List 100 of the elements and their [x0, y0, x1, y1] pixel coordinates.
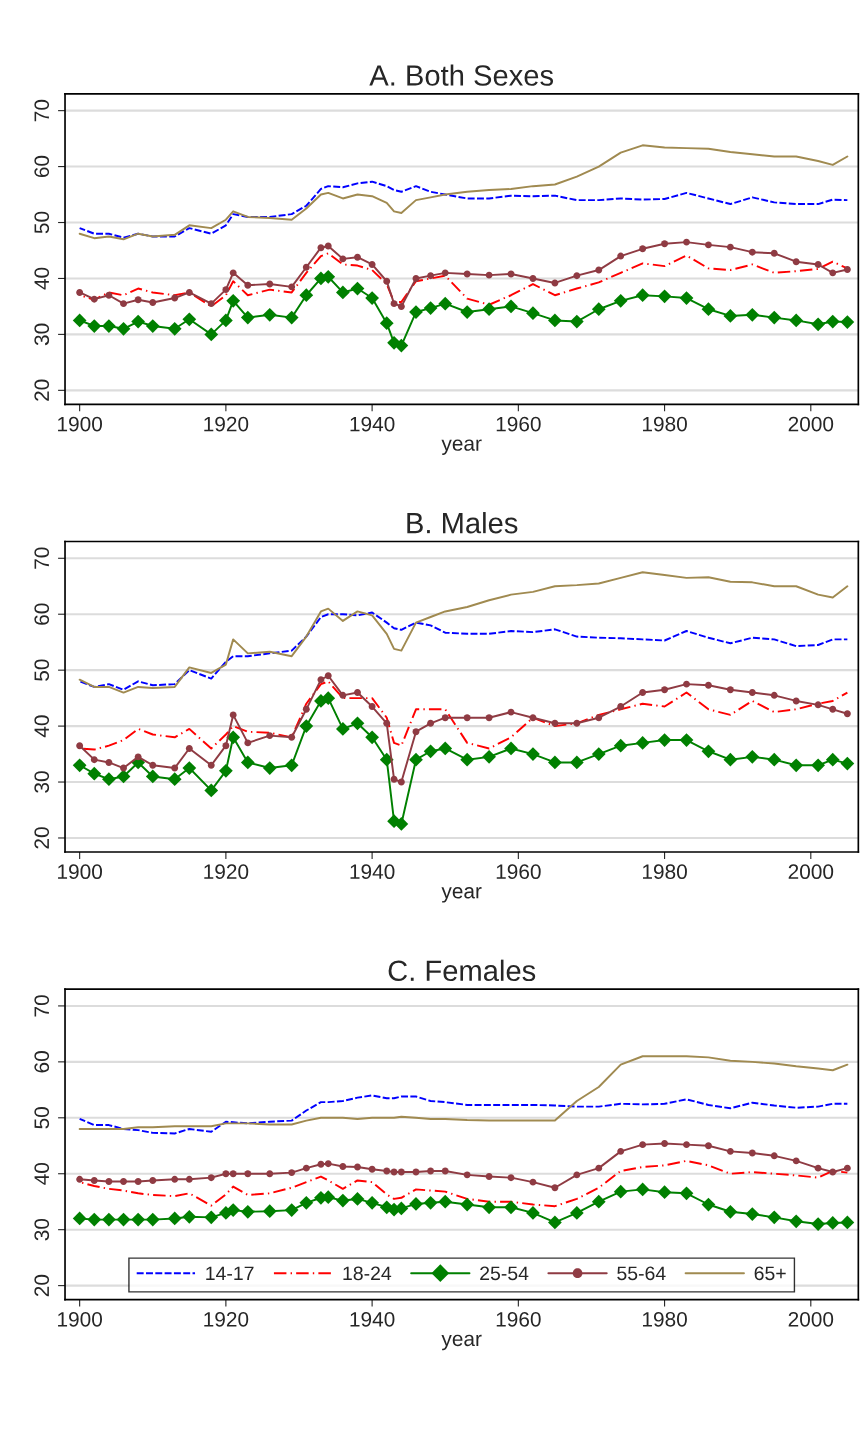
point [639, 689, 647, 697]
point [90, 295, 98, 303]
point [383, 277, 391, 285]
y-tick-label: 40 [34, 715, 50, 738]
point [635, 736, 650, 750]
point [171, 764, 179, 772]
y-tick-label: 50 [34, 659, 50, 681]
legend-label: 55-64 [617, 1266, 666, 1281]
point [661, 686, 669, 694]
point [105, 758, 113, 766]
point [76, 742, 84, 750]
point [829, 269, 837, 277]
point [87, 319, 102, 333]
point [134, 1178, 142, 1186]
point [354, 253, 361, 261]
line-series [78, 1055, 849, 1130]
point [350, 716, 365, 731]
point [438, 741, 453, 756]
point [657, 1185, 672, 1200]
x-tick-label: 1900 [58, 1311, 103, 1327]
point [339, 691, 347, 699]
point [409, 752, 423, 767]
point [613, 293, 628, 308]
point [829, 1168, 837, 1176]
point [748, 248, 756, 256]
point [229, 269, 237, 277]
point [222, 742, 230, 750]
point [72, 313, 87, 328]
point [412, 274, 420, 282]
point [639, 1141, 647, 1149]
y-tick-label: 20 [34, 379, 50, 401]
point [726, 686, 734, 694]
point [116, 321, 131, 336]
point [569, 1206, 584, 1220]
point [90, 1176, 98, 1184]
y-tick-label: 40 [34, 1162, 50, 1185]
point [438, 1194, 453, 1209]
x-tick-label: 1940 [350, 1311, 395, 1327]
point [240, 755, 255, 770]
point [825, 1216, 840, 1230]
x-axis-title: year [441, 887, 482, 903]
point [423, 301, 438, 315]
x-tick-label: 1980 [642, 864, 687, 880]
y-tick-label: 20 [34, 827, 50, 849]
point [397, 1168, 405, 1176]
point [222, 1170, 230, 1178]
point [412, 728, 420, 736]
point [149, 299, 157, 306]
point [526, 1206, 540, 1220]
point [770, 1152, 778, 1160]
point [789, 1214, 804, 1229]
point [840, 1215, 855, 1230]
point [789, 758, 804, 773]
point [262, 1204, 277, 1219]
line-series [78, 1094, 849, 1135]
point [317, 676, 325, 684]
point [504, 1200, 518, 1215]
point [87, 1212, 102, 1227]
point [701, 302, 716, 317]
chart-title: C. Females [388, 959, 536, 982]
point [240, 1204, 255, 1219]
y-tick-label: 70 [34, 995, 50, 1017]
point [288, 733, 296, 741]
point [591, 747, 606, 761]
point [72, 1211, 87, 1226]
point [185, 745, 193, 752]
x-tick-label: 1920 [204, 864, 249, 880]
point [324, 1160, 332, 1168]
point [726, 1147, 734, 1155]
x-tick-label: 1940 [350, 416, 395, 432]
point [397, 302, 405, 310]
point [171, 294, 179, 302]
x-axis-title: year [441, 439, 482, 455]
point [792, 697, 800, 705]
point [573, 719, 581, 727]
point [635, 288, 650, 303]
x-tick-label: 1960 [496, 864, 541, 880]
point [767, 752, 782, 767]
point [204, 1210, 219, 1225]
point [507, 1174, 515, 1182]
point [723, 752, 738, 767]
point [441, 269, 449, 277]
point [207, 761, 215, 769]
point [840, 756, 855, 771]
point [145, 769, 160, 784]
point [149, 1176, 157, 1184]
y-tick-label: 70 [34, 547, 50, 569]
point [182, 761, 197, 775]
point [613, 738, 628, 753]
point [368, 1165, 376, 1173]
point [792, 258, 800, 266]
point [390, 300, 398, 308]
line-series [78, 611, 849, 691]
point [748, 1149, 756, 1157]
point [266, 280, 274, 288]
point [266, 732, 274, 740]
point [679, 733, 694, 747]
point [368, 703, 376, 710]
point [595, 1164, 603, 1172]
chart-title: B. Males [407, 512, 518, 534]
